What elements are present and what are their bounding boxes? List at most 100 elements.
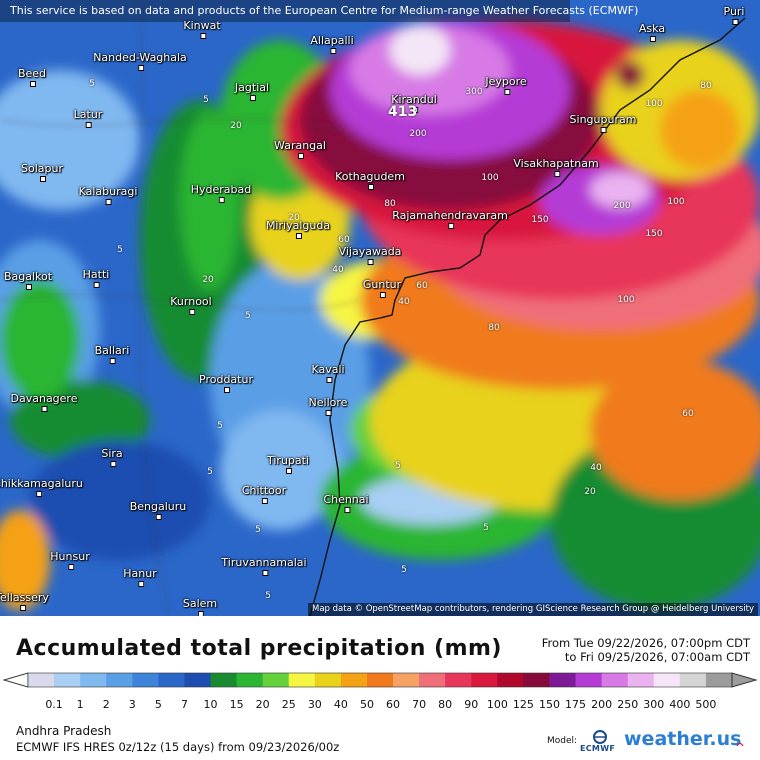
contour-label: 20 bbox=[230, 121, 242, 131]
chart-title: Accumulated total precipitation (mm) bbox=[16, 636, 502, 661]
city-label: Miriyalguda bbox=[265, 219, 331, 239]
city-label: Bagalkot bbox=[3, 270, 53, 290]
contour-label: 150 bbox=[531, 215, 549, 225]
legend-swatch bbox=[653, 673, 681, 687]
city-label: Visakhapatnam bbox=[513, 157, 599, 177]
city-label: Kirandul bbox=[391, 93, 437, 113]
contour-label: 200 bbox=[409, 129, 427, 139]
ecmwf-globe-icon bbox=[593, 730, 607, 744]
city-label: Chittoor bbox=[241, 484, 287, 504]
contour-label: 20 bbox=[202, 275, 214, 285]
contour-label: 20 bbox=[288, 213, 300, 223]
legend-tick-label: 150 bbox=[538, 698, 560, 711]
city-label: Chennai bbox=[323, 493, 369, 513]
contour-label: 5 bbox=[395, 461, 401, 471]
legend-tick-label: 10 bbox=[203, 698, 218, 711]
contour-label: 100 bbox=[617, 295, 635, 305]
legend-swatch bbox=[575, 673, 603, 687]
contour-label: 100 bbox=[645, 99, 663, 109]
city-label: Ballari bbox=[94, 344, 130, 364]
city-label: Vijayawada bbox=[338, 245, 402, 265]
city-label: Kalaburagi bbox=[78, 185, 138, 205]
city-label: Jagtial bbox=[234, 81, 270, 101]
city-label: Latur bbox=[73, 108, 103, 128]
legend-swatch bbox=[132, 673, 159, 687]
legend-tick-label: 175 bbox=[565, 698, 587, 711]
legend-tick-label: 20 bbox=[255, 698, 270, 711]
city-label: Tirupati bbox=[266, 454, 310, 474]
legend-tick-label: 250 bbox=[617, 698, 639, 711]
legend-swatch bbox=[210, 673, 238, 687]
legend-swatch bbox=[549, 673, 577, 687]
contour-label: 60 bbox=[416, 281, 428, 291]
region-name: Andhra Pradesh bbox=[16, 724, 112, 738]
contour-label: 80 bbox=[700, 81, 712, 91]
contour-label: 5 bbox=[207, 467, 213, 477]
data-source-banner: This service is based on data and produc… bbox=[0, 0, 638, 22]
city-label: Hunsur bbox=[50, 550, 90, 570]
contour-label: 5 bbox=[401, 565, 407, 575]
legend-swatch bbox=[523, 673, 550, 687]
legend-swatch bbox=[158, 673, 185, 687]
legend-swatch bbox=[497, 673, 524, 687]
contour-label: 5 bbox=[117, 245, 123, 255]
legend-swatch bbox=[419, 673, 446, 687]
legend-swatch bbox=[236, 673, 264, 687]
contour-label: 20 bbox=[584, 487, 596, 497]
city-label: Tiruvannamalai bbox=[221, 556, 307, 576]
legend-tick-label: 5 bbox=[154, 698, 162, 711]
contour-label: 150 bbox=[645, 229, 663, 239]
weather-us-waves-icon bbox=[736, 742, 744, 747]
city-label: Nellore bbox=[308, 396, 348, 416]
legend-tick-label: 125 bbox=[512, 698, 534, 711]
legend-swatch bbox=[340, 673, 368, 687]
legend-swatch bbox=[366, 673, 394, 687]
contour-label: 40 bbox=[590, 463, 602, 473]
coastline bbox=[309, 17, 746, 616]
legend-tick-label: 300 bbox=[643, 698, 665, 711]
ecmwf-logo-icon[interactable]: ECMWF bbox=[580, 730, 620, 756]
legend-swatch bbox=[445, 673, 472, 687]
city-label: Sira bbox=[101, 447, 123, 467]
city-label: Solapur bbox=[21, 162, 63, 182]
legend-tick-label: 500 bbox=[695, 698, 717, 711]
contour-label: 60 bbox=[338, 235, 350, 245]
ecmwf-logo-text: ECMWF bbox=[580, 744, 616, 753]
legend-tick-label: 30 bbox=[307, 698, 322, 711]
legend-swatch bbox=[627, 673, 655, 687]
legend-swatch bbox=[601, 673, 629, 687]
weather-us-logo-icon[interactable]: weather.us bbox=[624, 728, 742, 750]
period-to: to Fri 09/25/2026, 07:00am CDT bbox=[564, 650, 750, 664]
legend-tick-label: 7 bbox=[180, 698, 188, 711]
contour-label: 60 bbox=[682, 409, 694, 419]
city-label: Puri bbox=[723, 5, 745, 25]
city-label: Guntur bbox=[362, 278, 402, 298]
legend-tick-label: 60 bbox=[386, 698, 401, 711]
model-label: Model: bbox=[547, 736, 578, 746]
legend-tick-label: 15 bbox=[229, 698, 244, 711]
contour-label: 80 bbox=[384, 199, 396, 209]
legend-tick-label: 200 bbox=[591, 698, 613, 711]
legend-tick-label: 400 bbox=[669, 698, 691, 711]
city-label: Rajamahendravaram bbox=[392, 209, 508, 229]
legend-tick-label: 90 bbox=[464, 698, 479, 711]
city-label: Hatti bbox=[82, 268, 110, 288]
legend-tick-label: 2 bbox=[102, 698, 110, 711]
legend-arrow-left bbox=[2, 672, 29, 688]
city-label: Bengaluru bbox=[129, 500, 187, 520]
contour-label: 5 bbox=[483, 523, 489, 533]
map-attribution[interactable]: Map data © OpenStreetMap contributors, r… bbox=[308, 603, 758, 616]
city-label: Kavali bbox=[311, 363, 345, 383]
period-from: From Tue 09/22/2026, 07:00pm CDT bbox=[541, 636, 750, 650]
legend-tick-label: 25 bbox=[281, 698, 296, 711]
legend-tick-label: 0.1 bbox=[45, 698, 63, 711]
city-label: Hanur bbox=[123, 567, 157, 587]
city-label: Allapalli bbox=[310, 34, 354, 54]
city-label: Tellassery bbox=[0, 591, 49, 611]
contour-label: 5 bbox=[89, 79, 95, 89]
contour-label: 5 bbox=[203, 95, 209, 105]
precipitation-map[interactable]: This service is based on data and produc… bbox=[0, 0, 760, 616]
legend-swatch bbox=[705, 673, 733, 687]
contour-label: 100 bbox=[481, 173, 499, 183]
contour-label: 5 bbox=[255, 525, 261, 535]
